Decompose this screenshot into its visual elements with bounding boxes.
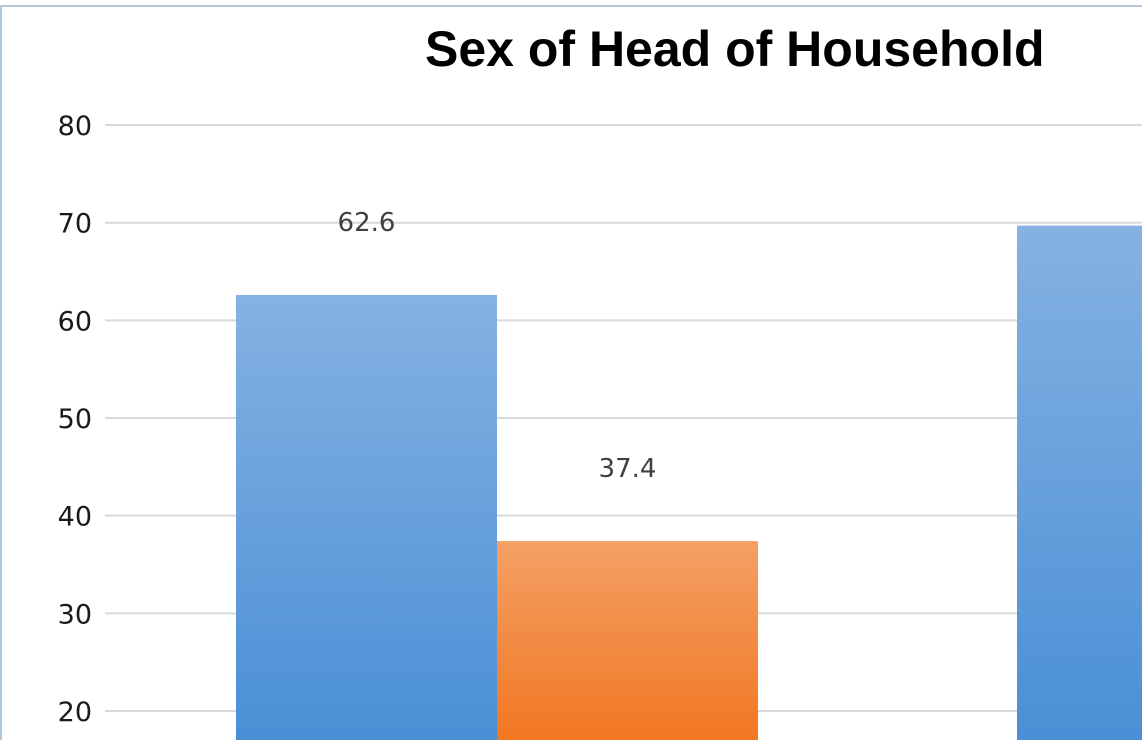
y-tick-label: 70 (58, 209, 92, 240)
y-tick-label: 60 (58, 306, 92, 337)
chart-title: Sex of Head of Household (425, 21, 1045, 77)
y-tick-label: 50 (58, 404, 92, 435)
y-tick-label: 30 (58, 599, 92, 630)
y-tick-label: 80 (58, 111, 92, 142)
y-tick-label: 20 (58, 697, 92, 728)
data-label: 37.4 (599, 454, 657, 484)
y-tick-label: 40 (58, 502, 92, 533)
bar-series-1-group-2 (1017, 225, 1142, 740)
y-axis-ticks: 20 30 40 50 60 70 80 (58, 111, 92, 728)
data-labels: 62.6 37.4 (338, 208, 657, 484)
chart-frame (0, 5, 1142, 740)
bar-series-2-group-1 (497, 541, 758, 740)
data-label: 62.6 (338, 208, 396, 238)
bar-series-1-group-1 (236, 294, 497, 740)
bars (236, 225, 1142, 740)
